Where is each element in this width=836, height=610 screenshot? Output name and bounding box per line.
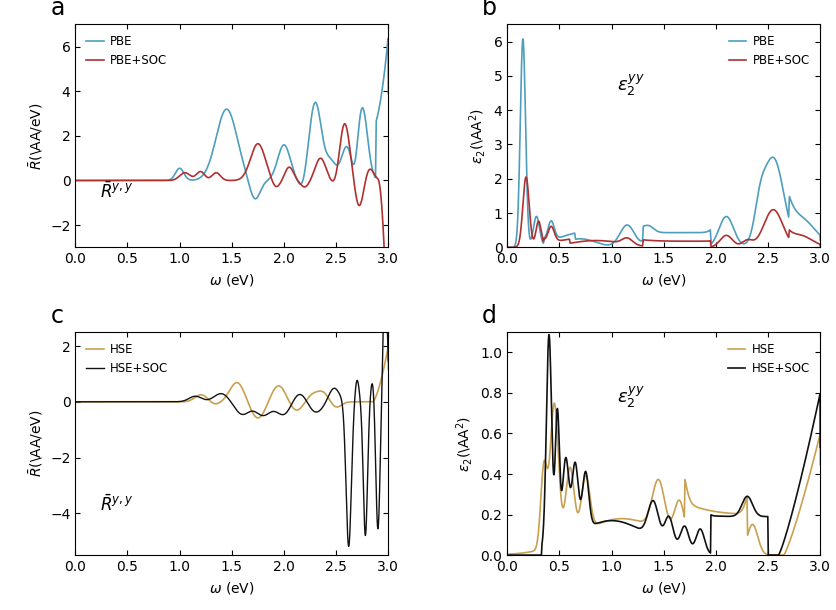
Text: $\bar{R}^{y,y}$: $\bar{R}^{y,y}$ <box>100 182 134 203</box>
Text: d: d <box>482 304 497 328</box>
X-axis label: $\omega$ (eV): $\omega$ (eV) <box>209 272 254 288</box>
Text: a: a <box>50 0 64 21</box>
Text: c: c <box>50 304 64 328</box>
Y-axis label: $\bar{R}$(\AA/eV): $\bar{R}$(\AA/eV) <box>27 410 44 478</box>
Y-axis label: $\varepsilon_2$(\AA$^2$): $\varepsilon_2$(\AA$^2$) <box>453 415 474 472</box>
Text: b: b <box>482 0 497 21</box>
Legend: HSE, HSE+SOC: HSE, HSE+SOC <box>81 338 172 379</box>
Text: $\bar{R}^{y,y}$: $\bar{R}^{y,y}$ <box>100 494 134 514</box>
Text: $\varepsilon_2^{yy}$: $\varepsilon_2^{yy}$ <box>616 386 644 411</box>
Legend: PBE, PBE+SOC: PBE, PBE+SOC <box>723 30 813 71</box>
X-axis label: $\omega$ (eV): $\omega$ (eV) <box>640 272 686 288</box>
Y-axis label: $\bar{R}$(\AA/eV): $\bar{R}$(\AA/eV) <box>27 102 44 170</box>
X-axis label: $\omega$ (eV): $\omega$ (eV) <box>640 580 686 595</box>
Y-axis label: $\varepsilon_2$(\AA$^2$): $\varepsilon_2$(\AA$^2$) <box>466 108 487 164</box>
Legend: HSE, HSE+SOC: HSE, HSE+SOC <box>722 338 813 379</box>
Text: $\varepsilon_2^{yy}$: $\varepsilon_2^{yy}$ <box>616 73 644 98</box>
X-axis label: $\omega$ (eV): $\omega$ (eV) <box>209 580 254 595</box>
Legend: PBE, PBE+SOC: PBE, PBE+SOC <box>81 30 171 71</box>
